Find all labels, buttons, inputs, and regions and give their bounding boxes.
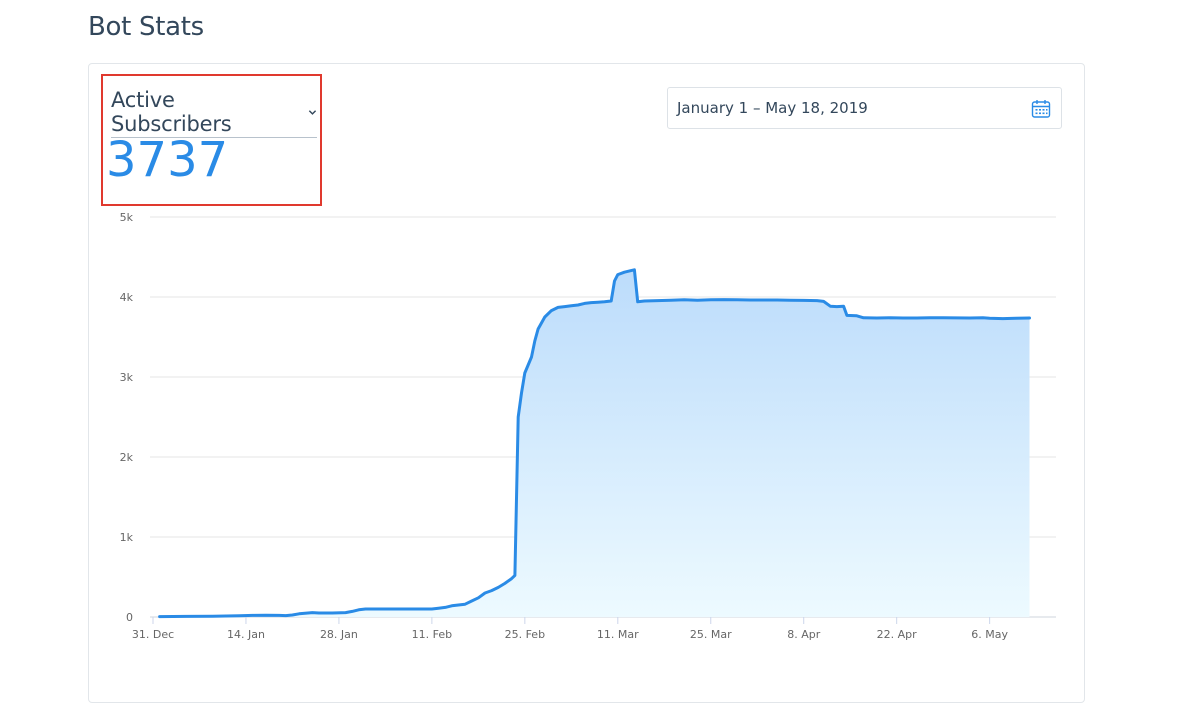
chevron-down-icon — [308, 109, 317, 115]
y-tick-label: 2k — [120, 451, 134, 464]
y-tick-label: 5k — [120, 211, 134, 224]
page-title: Bot Stats — [88, 12, 204, 42]
x-tick-label: 22. Apr — [877, 628, 917, 641]
highlight-box — [101, 74, 322, 206]
y-tick-label: 3k — [120, 371, 134, 384]
x-tick-label: 14. Jan — [227, 628, 265, 641]
metric-select[interactable]: Active Subscribers — [111, 88, 317, 138]
x-tick-label: 11. Mar — [597, 628, 639, 641]
metric-select-label: Active Subscribers — [111, 88, 232, 136]
date-range-picker[interactable]: January 1 – May 18, 2019 — [667, 87, 1062, 129]
y-tick-label: 1k — [120, 531, 134, 544]
x-tick-label: 11. Feb — [412, 628, 452, 641]
x-tick-label: 25. Mar — [690, 628, 732, 641]
series-line — [158, 268, 1031, 619]
x-tick-label: 28. Jan — [320, 628, 358, 641]
x-tick-label: 31. Dec — [132, 628, 174, 641]
metric-value: 3737 — [106, 132, 229, 188]
x-tick-label: 6. May — [971, 628, 1008, 641]
date-range-value: January 1 – May 18, 2019 — [677, 99, 868, 117]
series-area — [159, 269, 1030, 617]
subscribers-chart: 0 1k 2k 3k 4k 5k 31. Dec 14. Jan 28. Jan 11. Feb 2… — [120, 211, 1056, 641]
y-tick-label: 0 — [126, 611, 133, 624]
y-tick-label: 4k — [120, 291, 134, 304]
x-tick-label: 25. Feb — [505, 628, 545, 641]
x-tick-label: 8. Apr — [787, 628, 820, 641]
calendar-icon[interactable] — [1031, 99, 1051, 119]
